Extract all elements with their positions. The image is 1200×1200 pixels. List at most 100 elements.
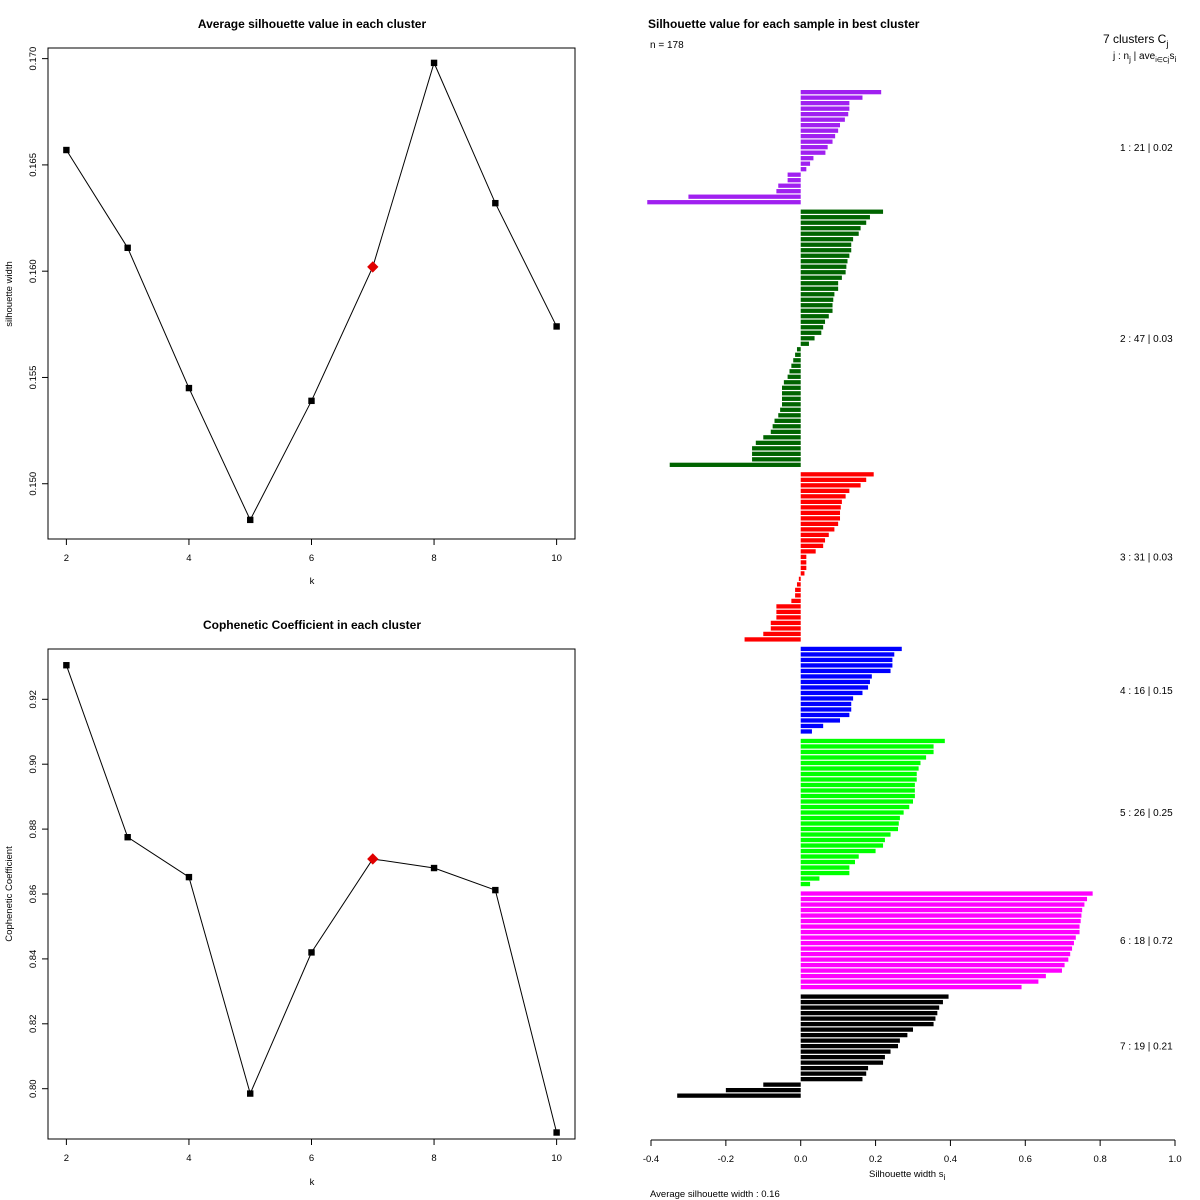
silhouette-bar	[800, 777, 917, 782]
x-axis-label: k	[310, 576, 315, 587]
silhouette-bar	[800, 571, 805, 576]
silhouette-bar	[800, 1060, 884, 1065]
cluster-label: 6 : 18 | 0.72	[1120, 936, 1173, 947]
silhouette-bar	[800, 957, 1069, 962]
y-tick-label: 0.155	[28, 366, 39, 390]
silhouette-bar	[778, 183, 801, 188]
silhouette-bar	[800, 510, 841, 516]
silhouette-bar	[800, 231, 859, 236]
silhouette-bar	[800, 549, 816, 554]
silhouette-bar	[800, 139, 833, 144]
silhouette-bar	[780, 407, 801, 412]
silhouette-bar	[800, 161, 811, 166]
silhouette-bar	[800, 554, 807, 560]
silhouette-bar	[800, 946, 1073, 951]
data-point	[247, 1090, 254, 1097]
silhouette-bar	[800, 690, 863, 696]
silhouette-bar	[800, 799, 913, 804]
silhouette-bar	[800, 505, 841, 510]
silhouette-bar	[800, 292, 835, 297]
silhouette-bar	[776, 615, 801, 620]
silhouette-bar	[800, 237, 854, 242]
silhouette-bar	[782, 396, 801, 401]
silhouette-bar	[800, 848, 876, 854]
column-header: j : nj | avei∈Cjsi	[1112, 51, 1176, 64]
silhouette-bar	[800, 565, 807, 571]
y-axis-label: Cophenetic Coefficient	[4, 846, 15, 942]
cluster-header-text: 7 clusters C	[1103, 32, 1167, 46]
y-tick-label: 0.82	[28, 1015, 39, 1033]
line-series: 2 4 6 8 10 0.80 0.82 0.84 0.86 0.88 0.90 0.92	[28, 662, 562, 1164]
y-tick-label: 0.92	[28, 690, 39, 709]
silhouette-bar	[800, 1043, 899, 1049]
x-tick-label: 4	[186, 1153, 191, 1164]
silhouette-bar	[752, 457, 801, 462]
silhouette-bar	[800, 749, 934, 755]
silhouette-bar	[772, 424, 801, 429]
silhouette-bar	[789, 369, 801, 374]
silhouette-bar	[782, 385, 801, 390]
silhouette-bar	[800, 663, 893, 668]
y-tick-label: 0.80	[28, 1079, 39, 1098]
data-point	[430, 864, 438, 872]
silhouette-bar	[800, 215, 870, 220]
silhouette-bar	[795, 593, 801, 598]
silhouette-bar	[800, 788, 915, 793]
silhouette-bar	[800, 220, 867, 225]
cluster-header: 7 clusters Cj	[1103, 32, 1168, 49]
silhouette-bar	[800, 979, 1039, 984]
silhouette-bar	[800, 707, 852, 712]
silhouette-bar	[669, 462, 801, 467]
line-series: 2 4 6 8 10 0.150 0.155 0.160 0.165 0.170	[28, 47, 562, 564]
x-tick-label: 0.6	[1019, 1154, 1032, 1165]
silhouette-bar	[800, 112, 849, 117]
chart-title: Average silhouette value in each cluster	[198, 17, 427, 31]
y-tick-label: 0.160	[28, 259, 39, 283]
silhouette-bar	[787, 172, 801, 177]
highlight-point	[367, 853, 379, 865]
silhouette-bar	[776, 189, 801, 194]
x-tick-label: 6	[309, 553, 314, 564]
x-tick-label: 10	[551, 1153, 562, 1164]
silhouette-bar	[800, 477, 867, 482]
silhouette-bar	[800, 314, 829, 319]
silhouette-bar	[800, 336, 815, 341]
silhouette-bar	[800, 488, 850, 493]
silhouette-bar	[800, 297, 834, 302]
silhouette-bar	[800, 837, 885, 843]
series-line	[65, 61, 558, 522]
silhouette-bar	[800, 101, 850, 106]
silhouette-bar	[800, 876, 820, 881]
silhouette-bar	[800, 685, 869, 690]
cluster-label: 3 : 31 | 0.03	[1120, 552, 1173, 563]
silhouette-bar	[800, 532, 829, 538]
x-tick-label: 0.0	[794, 1154, 807, 1165]
silhouette-bar	[787, 374, 801, 379]
silhouette-bar	[800, 1038, 900, 1043]
silhouette-bar	[800, 226, 861, 231]
y-tick-label: 0.150	[28, 472, 39, 496]
x-tick-label: 0.2	[869, 1154, 882, 1165]
silhouette-bar	[800, 968, 1062, 973]
silhouette-bar	[800, 859, 855, 865]
silhouette-bar	[800, 832, 891, 837]
column-header-text: j : n	[1112, 51, 1129, 62]
silhouette-bar	[800, 341, 809, 346]
silhouette-bar	[744, 637, 801, 642]
silhouette-bar	[800, 521, 839, 527]
silhouette-bar	[800, 793, 915, 799]
silhouette-bar	[800, 940, 1074, 946]
silhouette-bar	[770, 620, 801, 626]
silhouette-bar	[763, 1082, 801, 1087]
silhouette-bar	[800, 984, 1022, 990]
silhouette-bar	[800, 782, 915, 788]
data-point	[185, 873, 193, 881]
silhouette-bar	[800, 951, 1071, 957]
silhouette-bar	[800, 929, 1080, 935]
cluster-label: 4 : 16 | 0.15	[1120, 686, 1173, 697]
silhouette-bar	[800, 870, 850, 876]
data-point	[308, 397, 315, 405]
silhouette-bar	[800, 123, 841, 128]
silhouette-bar	[800, 821, 899, 826]
silhouette-bar	[800, 738, 945, 744]
